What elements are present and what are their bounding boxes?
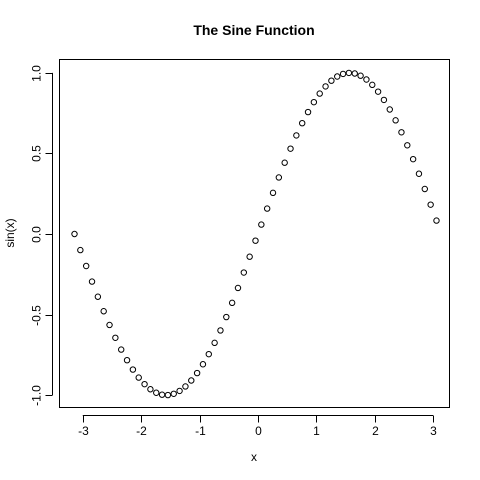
data-point — [188, 377, 195, 384]
data-points — [71, 69, 440, 399]
data-point — [106, 321, 113, 329]
y-tick-label: 1.0 — [30, 65, 44, 82]
data-point — [269, 189, 277, 197]
data-point — [82, 262, 90, 270]
data-point — [240, 269, 248, 276]
data-point — [170, 390, 177, 397]
data-point — [328, 77, 335, 84]
data-point — [427, 201, 434, 208]
data-point — [182, 383, 189, 390]
data-point — [275, 174, 283, 181]
data-point — [380, 96, 388, 104]
data-point — [299, 119, 306, 127]
y-axis-label: sin(x) — [3, 218, 17, 247]
data-point — [433, 217, 440, 224]
data-point — [409, 155, 417, 163]
y-tick-label: 0.5 — [30, 145, 44, 162]
x-tick-label: 3 — [430, 424, 437, 438]
data-point — [217, 327, 224, 334]
data-point — [310, 98, 318, 106]
data-point — [304, 108, 312, 116]
data-point — [88, 278, 96, 285]
data-point — [135, 374, 142, 381]
data-point — [199, 361, 207, 368]
data-point — [211, 339, 218, 347]
data-point — [94, 293, 102, 300]
chart-title: The Sine Function — [193, 22, 314, 38]
data-point — [193, 369, 201, 377]
data-point — [228, 299, 236, 307]
x-tick-label: -3 — [78, 424, 89, 438]
data-point — [392, 117, 399, 124]
plot-frame — [59, 59, 450, 408]
y-tick-label: -1.0 — [30, 385, 44, 406]
y-axis: -1.0 -0.5 0.0 0.5 1.0 — [30, 65, 53, 406]
data-point — [71, 230, 78, 238]
data-point — [118, 346, 125, 353]
data-point — [141, 380, 148, 388]
data-point — [258, 221, 265, 228]
x-tick-label: 2 — [372, 424, 379, 438]
y-tick-label: 0.0 — [30, 226, 44, 243]
data-point — [147, 386, 154, 393]
data-point — [345, 69, 353, 77]
data-point — [369, 81, 376, 89]
data-point — [357, 72, 364, 79]
data-point — [398, 129, 405, 136]
data-point — [334, 73, 341, 80]
data-point — [112, 334, 119, 341]
data-point — [234, 284, 242, 292]
data-point — [164, 391, 172, 399]
data-point — [351, 70, 358, 77]
y-tick-label: -0.5 — [30, 305, 44, 326]
data-point — [339, 70, 347, 78]
data-point — [281, 159, 288, 166]
data-point — [293, 132, 300, 139]
data-point — [252, 237, 259, 244]
data-point — [223, 313, 230, 321]
x-tick-label: -2 — [136, 424, 147, 438]
data-point — [153, 389, 160, 396]
data-point — [374, 88, 382, 95]
data-point — [205, 350, 212, 358]
data-point — [287, 145, 294, 152]
data-point — [415, 170, 423, 177]
data-point — [421, 185, 428, 193]
data-point — [246, 253, 253, 260]
data-point — [176, 387, 183, 395]
x-axis: -3 -2 -1 0 1 2 3 — [78, 415, 437, 438]
data-point — [322, 83, 329, 90]
data-point — [363, 76, 370, 83]
data-point — [316, 90, 323, 97]
data-point — [100, 308, 107, 315]
data-point — [158, 391, 166, 398]
x-tick-label: 1 — [313, 424, 320, 438]
data-point — [404, 142, 411, 149]
x-tick-label: -1 — [195, 424, 206, 438]
data-point — [263, 205, 271, 212]
data-point — [386, 106, 393, 113]
x-tick-label: 0 — [255, 424, 262, 438]
data-point — [123, 357, 131, 364]
data-point — [77, 246, 84, 254]
x-axis-label: x — [251, 450, 257, 464]
data-point — [129, 366, 137, 373]
